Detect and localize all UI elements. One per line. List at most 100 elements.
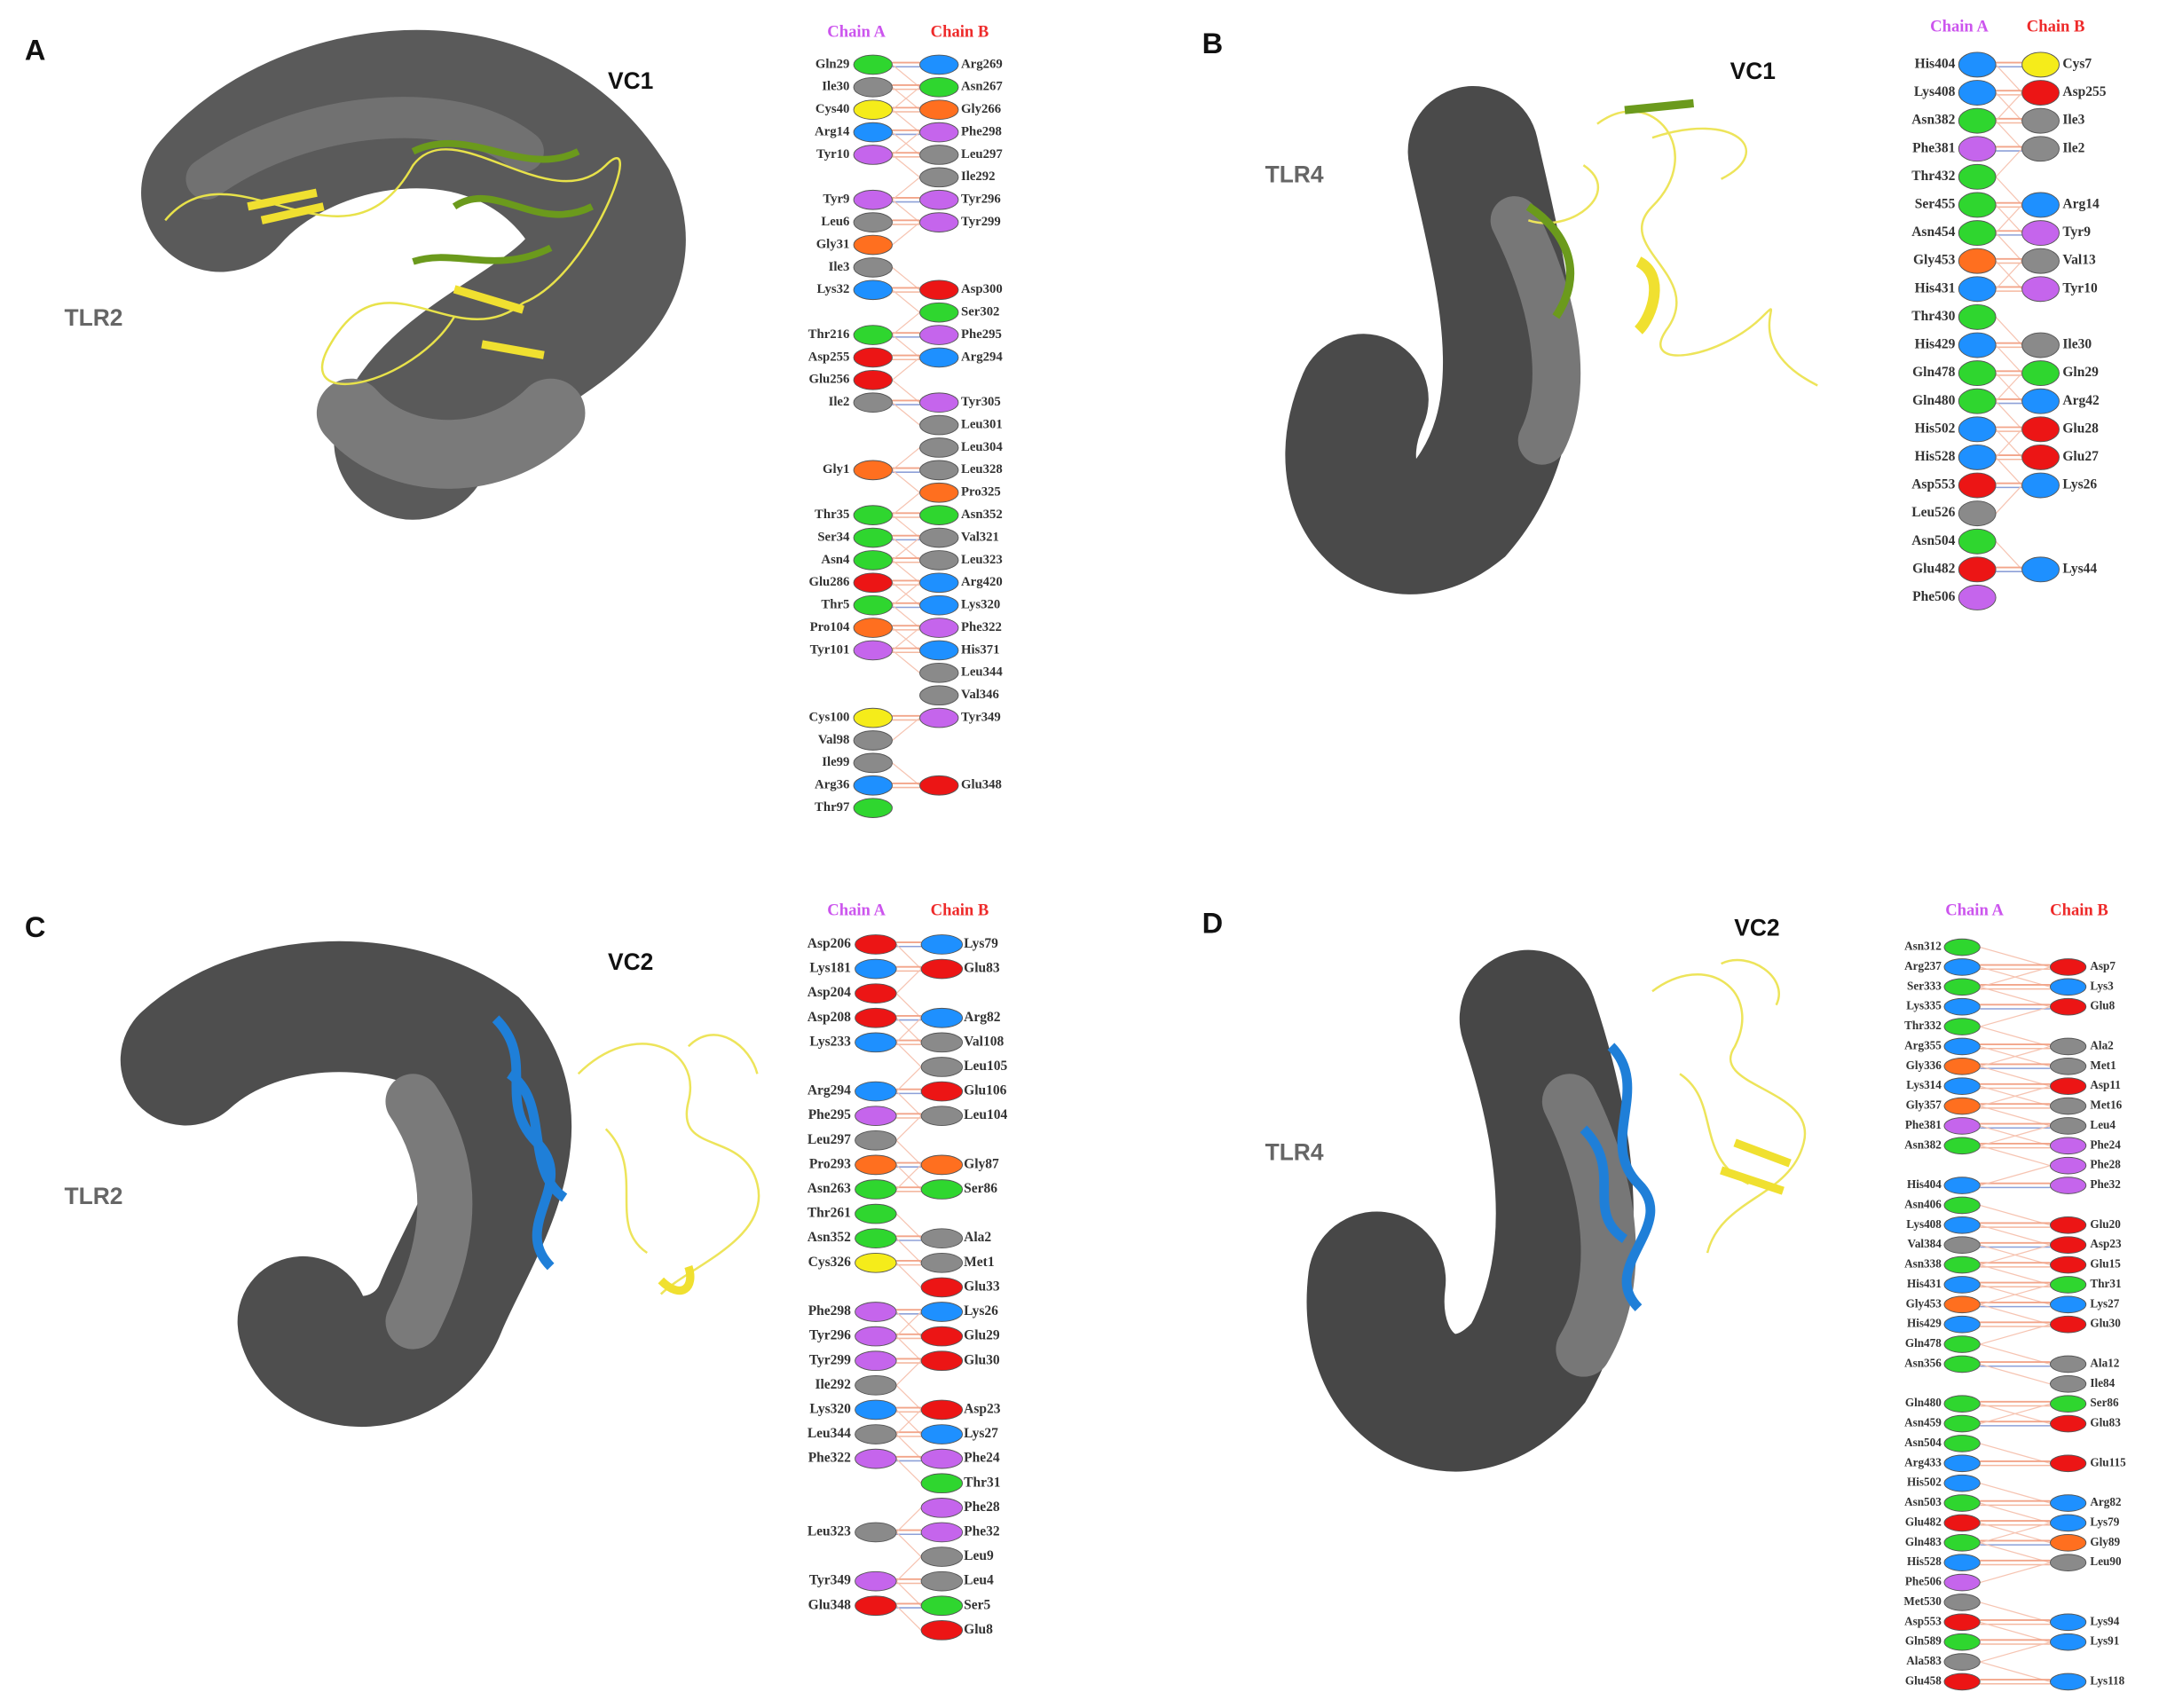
interaction-line bbox=[895, 1458, 922, 1484]
residue-label: Asn352 bbox=[808, 1230, 851, 1245]
residue-node bbox=[2049, 1255, 2087, 1274]
residue-label: Arg14 bbox=[815, 124, 850, 138]
residue-node bbox=[2049, 1276, 2087, 1294]
residue-label: Gly266 bbox=[961, 102, 1001, 116]
residue-label: Asp255 bbox=[2062, 84, 2106, 99]
residue-label: Ile3 bbox=[829, 260, 850, 274]
residue-node bbox=[919, 527, 959, 548]
residue-label: Lys79 bbox=[964, 936, 998, 951]
residue-node bbox=[920, 1620, 964, 1641]
residue-label: Glu482 bbox=[1905, 1515, 1942, 1528]
residue-node bbox=[2049, 1355, 2087, 1373]
residue-node bbox=[919, 663, 959, 683]
residue-node bbox=[1958, 220, 1997, 247]
chain-b-header: Chain B bbox=[2050, 901, 2108, 919]
residue-label: Lys26 bbox=[2062, 477, 2097, 492]
residue-node bbox=[853, 550, 893, 571]
residue-label: Ala12 bbox=[2090, 1356, 2119, 1369]
residue-node bbox=[853, 505, 893, 525]
residue-node bbox=[855, 1350, 897, 1372]
residue-label: Lys320 bbox=[809, 1401, 851, 1416]
residue-node bbox=[919, 212, 959, 232]
residue-label: Lys79 bbox=[2090, 1515, 2119, 1528]
residue-node bbox=[919, 279, 959, 301]
residue-label: Glu33 bbox=[964, 1279, 1000, 1294]
receptor-label: TLR4 bbox=[1265, 1138, 1324, 1165]
residue-node bbox=[855, 958, 897, 980]
residue-node bbox=[1958, 585, 1997, 610]
residue-node bbox=[853, 145, 893, 165]
residue-label: Arg42 bbox=[2062, 393, 2100, 408]
residue-label: Asn454 bbox=[1911, 224, 1955, 240]
residue-node bbox=[920, 1081, 964, 1102]
interaction-line bbox=[1995, 316, 2023, 346]
residue-node bbox=[1958, 107, 1997, 134]
interaction-line bbox=[895, 1042, 922, 1067]
panel-letter: B bbox=[1202, 28, 1224, 59]
residue-label: Tyr299 bbox=[961, 215, 1001, 229]
residue-label: Asp204 bbox=[808, 985, 851, 1000]
interaction-line bbox=[892, 649, 920, 673]
residue-label: His429 bbox=[1915, 337, 1956, 352]
interaction-line bbox=[1980, 1443, 2051, 1464]
residue-label: Glu458 bbox=[1905, 1673, 1942, 1687]
residue-label: Glu27 bbox=[2062, 449, 2099, 464]
residue-label: Lys27 bbox=[2090, 1296, 2119, 1310]
residue-node bbox=[1943, 1633, 1981, 1651]
protein-structure-d bbox=[1306, 949, 1807, 1472]
residue-node bbox=[1958, 388, 1997, 414]
residue-label: Asn504 bbox=[1911, 533, 1955, 548]
residue-label: Glu30 bbox=[964, 1352, 1000, 1367]
protein-structure-a bbox=[141, 29, 686, 520]
residue-label: Phe32 bbox=[964, 1524, 1000, 1539]
interaction-line bbox=[895, 1434, 922, 1460]
residue-label: Ile292 bbox=[961, 169, 995, 184]
residue-label: Tyr296 bbox=[809, 1328, 851, 1343]
residue-label: Asn406 bbox=[1904, 1197, 1942, 1210]
residue-node bbox=[2049, 1156, 2087, 1175]
interaction-line bbox=[895, 1335, 922, 1362]
residue-label: Ser86 bbox=[2090, 1396, 2119, 1409]
interaction-line bbox=[1980, 1244, 2051, 1266]
residue-node bbox=[1943, 1097, 1981, 1115]
chain-a-header: Chain A bbox=[827, 901, 886, 919]
interaction-line bbox=[895, 1605, 922, 1631]
interaction-line bbox=[892, 717, 920, 741]
residue-label: Val98 bbox=[818, 733, 849, 747]
residue-node bbox=[919, 707, 959, 728]
residue-label: Thr35 bbox=[815, 508, 849, 522]
residue-node bbox=[1943, 1216, 1981, 1234]
residue-node bbox=[919, 685, 959, 706]
residue-label: Glu15 bbox=[2090, 1257, 2121, 1271]
residue-node bbox=[920, 958, 964, 980]
residue-node bbox=[853, 189, 893, 210]
residue-label: Pro293 bbox=[809, 1156, 851, 1171]
residue-node bbox=[855, 1448, 897, 1469]
interaction-line bbox=[1980, 1602, 2051, 1623]
ligand-label: VC2 bbox=[1734, 914, 1779, 941]
residue-node bbox=[853, 54, 893, 75]
residue-node bbox=[1958, 51, 1997, 78]
interaction-line bbox=[892, 447, 920, 471]
residue-label: Tyr296 bbox=[961, 193, 1001, 207]
ligand-label: VC1 bbox=[1730, 58, 1776, 84]
residue-node bbox=[919, 414, 959, 436]
interaction-line bbox=[895, 1090, 922, 1117]
residue-label: Lys408 bbox=[1914, 84, 1956, 99]
interaction-line bbox=[1980, 1303, 2051, 1326]
interaction-line bbox=[1980, 1522, 2051, 1544]
residue-node bbox=[1958, 192, 1997, 218]
interaction-line bbox=[1995, 120, 2023, 150]
residue-label: Gln589 bbox=[1905, 1634, 1942, 1648]
residue-node bbox=[2049, 1315, 2087, 1334]
residue-node bbox=[1958, 136, 1997, 162]
residue-node bbox=[1943, 1355, 1981, 1373]
interaction-line bbox=[895, 1384, 922, 1411]
residue-node bbox=[1958, 303, 1997, 330]
residue-label: Asn503 bbox=[1904, 1495, 1942, 1508]
residue-label: Arg82 bbox=[964, 1010, 1001, 1025]
residue-node bbox=[1943, 1414, 1981, 1433]
residue-label: Leu297 bbox=[808, 1132, 851, 1147]
residue-node bbox=[853, 707, 893, 728]
